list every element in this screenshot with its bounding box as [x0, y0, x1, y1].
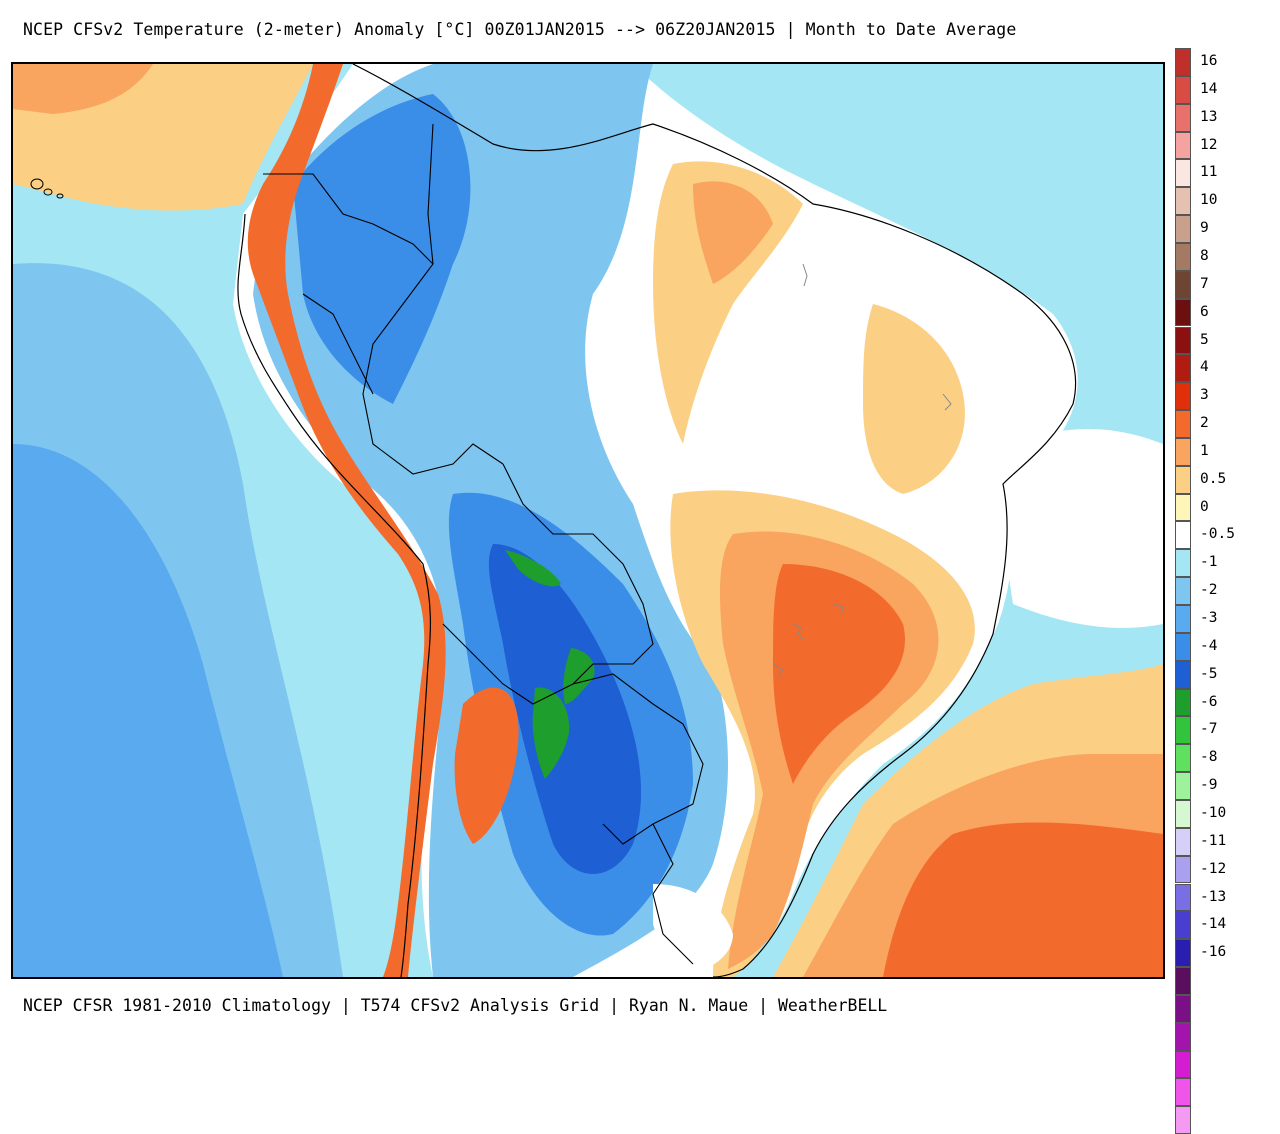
legend-swatch [1175, 632, 1191, 661]
legend-swatch [1175, 660, 1191, 689]
legend-swatch [1175, 215, 1191, 243]
legend-swatch [1175, 159, 1191, 188]
legend-swatch [1175, 799, 1191, 828]
anomaly-map [11, 62, 1165, 979]
legend-label: -7 [1200, 721, 1218, 738]
legend-label: -3 [1200, 610, 1218, 626]
legend-swatch [1175, 326, 1191, 355]
legend-swatch [1175, 75, 1191, 104]
legend-swatch [1175, 716, 1191, 745]
map-credit: NCEP CFSR 1981-2010 Climatology | T574 C… [23, 996, 888, 1015]
nw-pacific-warmer-region [13, 64, 153, 114]
border-ecuador-colombia [263, 173, 434, 265]
legend-swatch [1175, 103, 1191, 132]
legend-swatch [1175, 354, 1191, 383]
legend-label: -11 [1200, 832, 1227, 849]
legend-swatch [1175, 967, 1191, 995]
legend-swatch [1175, 187, 1191, 216]
legend-swatch [1175, 131, 1191, 160]
legend-swatch [1175, 1050, 1191, 1079]
legend-swatch [1175, 605, 1191, 633]
legend-swatch [1175, 270, 1191, 299]
cold-spot-2 [563, 648, 595, 704]
legend-swatch [1175, 855, 1191, 884]
legend-label: -0.5 [1200, 526, 1235, 543]
legend-label: 12 [1200, 136, 1218, 153]
legend-swatch [1175, 883, 1191, 912]
legend-label: -6 [1200, 693, 1218, 710]
andes-north-cool-region [293, 94, 471, 404]
legend-label: -9 [1200, 777, 1218, 794]
legend-swatch [1175, 465, 1191, 494]
legend-swatch [1175, 493, 1191, 522]
legend-label: 2 [1200, 415, 1209, 432]
northeast-warmer-region [693, 181, 773, 284]
west-coastline [237, 213, 432, 977]
legend-label: 1 [1200, 442, 1209, 459]
legend-label: -10 [1200, 804, 1227, 821]
brazil-hot-region [773, 564, 905, 784]
argentina-warm-spot [454, 687, 519, 844]
legend-label: 3 [1200, 387, 1209, 404]
legend-swatch [1175, 48, 1191, 76]
legend-label: 4 [1200, 359, 1209, 376]
east-brazil-warm-region [863, 304, 965, 494]
east-coastline [352, 64, 1077, 977]
legend-label: -12 [1200, 860, 1227, 877]
legend-swatch [1175, 410, 1191, 438]
legend-label: 8 [1200, 247, 1209, 264]
legend-swatch [1175, 577, 1191, 605]
south-atlantic-hot-region [883, 822, 1163, 977]
legend-swatch [1175, 382, 1191, 411]
border-bolivia-brazil [502, 463, 654, 685]
legend-swatch [1175, 827, 1191, 856]
border-paraguay [572, 673, 704, 845]
legend-label: -2 [1200, 582, 1218, 599]
cold-spot-3 [532, 687, 570, 779]
galapagos-islands [30, 178, 64, 199]
legend-label: -13 [1200, 888, 1227, 905]
legend-swatch [1175, 744, 1191, 773]
pacific-cooler-region [13, 444, 283, 977]
legend-swatch [1175, 911, 1191, 940]
legend-swatch [1175, 242, 1191, 271]
legend-label: 14 [1200, 80, 1218, 97]
legend-label: -1 [1200, 554, 1218, 571]
border-colombia-brazil [362, 123, 504, 475]
legend-label: -5 [1200, 665, 1218, 682]
legend-swatch [1175, 437, 1191, 466]
legend-label: 10 [1200, 192, 1218, 209]
legend-swatch [1175, 994, 1191, 1023]
legend-swatch [1175, 939, 1191, 968]
legend-swatch [1175, 549, 1191, 578]
legend-swatch [1175, 298, 1191, 327]
legend-swatch [1175, 688, 1191, 717]
border-bolivia-argentina [442, 623, 574, 705]
legend-label: 6 [1200, 303, 1209, 320]
lakes [772, 263, 952, 679]
border-argentina-uruguay [652, 823, 694, 965]
legend-label: 9 [1200, 220, 1209, 237]
legend-swatch [1175, 772, 1191, 800]
legend-label: 13 [1200, 108, 1218, 125]
legend-label: 5 [1200, 331, 1209, 348]
legend-label: -16 [1200, 944, 1227, 961]
cold-spot-1 [505, 550, 561, 587]
atlantic-neutral-region [1005, 429, 1163, 628]
legend-swatch [1175, 521, 1191, 550]
legend-swatch [1175, 1022, 1191, 1051]
legend-label: 11 [1200, 164, 1218, 181]
legend-label: -8 [1200, 749, 1218, 766]
legend-swatch [1175, 1078, 1191, 1107]
legend-label: 7 [1200, 275, 1209, 292]
legend-label: 0.5 [1200, 470, 1227, 487]
legend-label: -14 [1200, 916, 1227, 933]
map-title: NCEP CFSv2 Temperature (2-meter) Anomaly… [23, 20, 1017, 39]
uruguay-neutral-region [653, 884, 733, 972]
legend-label: 16 [1200, 53, 1218, 69]
legend-label: -4 [1200, 637, 1218, 654]
legend-swatch [1175, 1106, 1191, 1134]
border-peru [302, 293, 374, 395]
legend-label: 0 [1200, 498, 1209, 515]
